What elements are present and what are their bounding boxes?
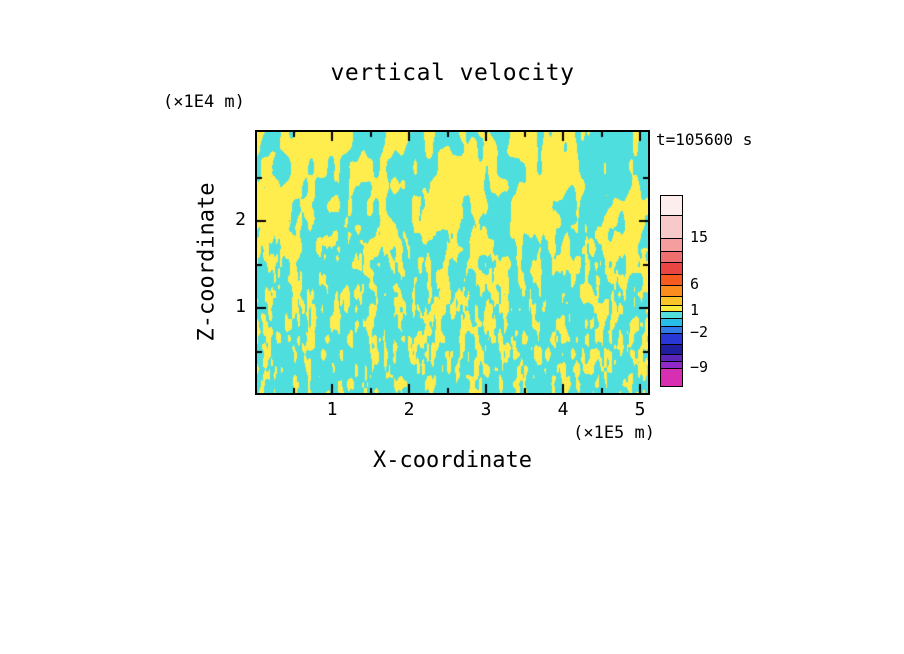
x-tick-label: 3 bbox=[480, 399, 492, 420]
x-axis-units: (×1E5 m) bbox=[573, 423, 655, 443]
colorbar-segment bbox=[661, 216, 682, 239]
z-tick-label: 2 bbox=[235, 209, 246, 230]
colorbar-label: −9 bbox=[690, 358, 709, 376]
x-tick-label: 5 bbox=[634, 399, 646, 420]
colorbar-segment bbox=[661, 345, 682, 355]
colorbar-segment bbox=[661, 369, 682, 386]
z-axis-units: (×1E4 m) bbox=[163, 92, 245, 112]
velocity-field-canvas bbox=[257, 132, 648, 393]
colorbar-segment bbox=[661, 196, 682, 216]
colorbar-segment bbox=[661, 355, 682, 362]
colorbar-label: 6 bbox=[690, 275, 700, 293]
colorbar-segment bbox=[661, 334, 682, 345]
z-tick-label: 1 bbox=[235, 296, 246, 317]
colorbar-label: −2 bbox=[690, 323, 709, 341]
colorbar-segment bbox=[661, 239, 682, 252]
colorbar-segment bbox=[661, 286, 682, 297]
x-axis-label: X-coordinate bbox=[373, 448, 532, 473]
chart-title: vertical velocity bbox=[330, 60, 575, 86]
z-axis-label: Z-coordinate bbox=[194, 182, 220, 342]
colorbar-segment bbox=[661, 263, 682, 275]
colorbar-label: 15 bbox=[690, 228, 709, 246]
colorbar-segment bbox=[661, 327, 682, 334]
colorbar-segment bbox=[661, 312, 682, 319]
x-tick-label: 1 bbox=[326, 399, 338, 420]
time-annotation: t=105600 s bbox=[656, 130, 753, 149]
colorbar-segment bbox=[661, 362, 682, 369]
x-tick-label: 4 bbox=[557, 399, 569, 420]
colorbar-segment bbox=[661, 275, 682, 286]
colorbar-segment bbox=[661, 297, 682, 306]
x-tick-label: 2 bbox=[403, 399, 415, 420]
colorbar-label: 1 bbox=[690, 301, 700, 319]
plot-area bbox=[255, 130, 650, 395]
colorbar-segment bbox=[661, 306, 682, 312]
colorbar-segment bbox=[661, 252, 682, 263]
colorbar bbox=[660, 195, 683, 387]
colorbar-segment bbox=[661, 319, 682, 327]
